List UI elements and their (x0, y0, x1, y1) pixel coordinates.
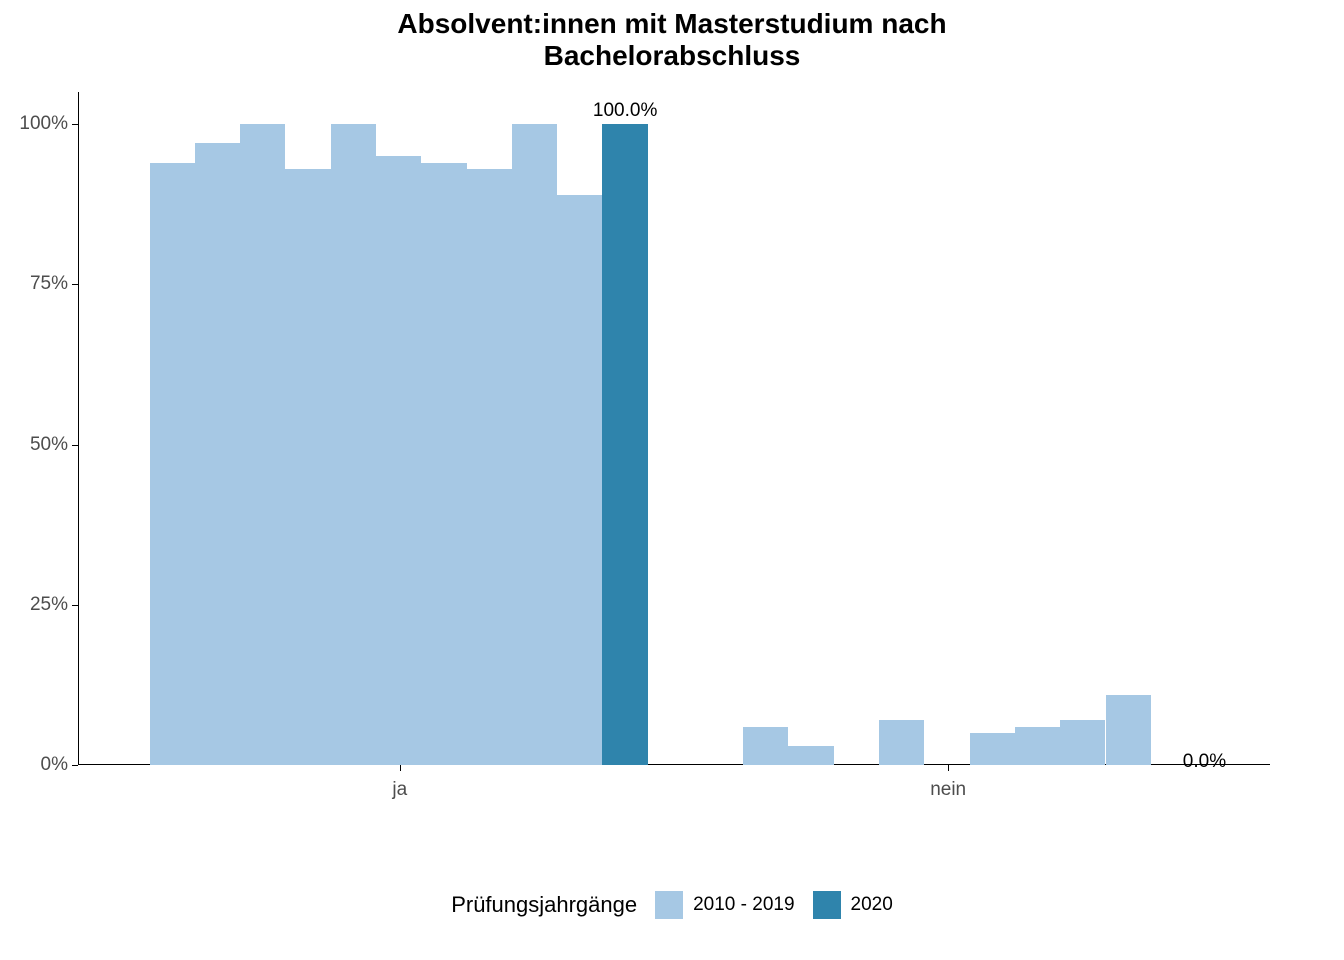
bar (512, 124, 557, 765)
legend-label: 2010 - 2019 (693, 894, 794, 916)
x-tick-label: nein (930, 765, 966, 801)
bar (743, 727, 788, 765)
value-label: 100.0% (593, 100, 657, 122)
legend-item: 2020 (813, 891, 893, 919)
chart-container: Absolvent:innen mit Masterstudium nach B… (0, 0, 1344, 960)
bar (285, 169, 330, 765)
plot-area: 0%25%50%75%100%janein100.0%0.0% (78, 92, 1270, 765)
bar (1060, 720, 1105, 765)
bar (1015, 727, 1060, 765)
bar (376, 156, 421, 765)
y-tick-label: 75% (30, 273, 78, 295)
y-tick-label: 100% (19, 113, 78, 135)
value-label: 0.0% (1183, 751, 1226, 773)
legend-item: 2010 - 2019 (655, 891, 794, 919)
y-tick-label: 25% (30, 594, 78, 616)
bar (557, 195, 602, 765)
bar (150, 163, 195, 765)
legend-label: 2020 (851, 894, 893, 916)
bar (467, 169, 512, 765)
bar (421, 163, 466, 765)
legend-swatch (813, 891, 841, 919)
bar (195, 143, 240, 765)
legend-title: Prüfungsjahrgänge (451, 892, 637, 918)
y-tick-label: 0% (41, 754, 78, 776)
chart-title: Absolvent:innen mit Masterstudium nach B… (0, 8, 1344, 72)
bar (331, 124, 376, 765)
legend: Prüfungsjahrgänge 2010 - 2019 2020 (0, 891, 1344, 919)
y-tick-label: 50% (30, 434, 78, 456)
bar (970, 733, 1015, 765)
bar (1106, 695, 1151, 766)
bar (240, 124, 285, 765)
legend-swatch (655, 891, 683, 919)
bar (602, 124, 647, 765)
y-axis-line (78, 92, 79, 765)
x-tick-label: ja (392, 765, 407, 801)
bar (788, 746, 833, 765)
bar (879, 720, 924, 765)
